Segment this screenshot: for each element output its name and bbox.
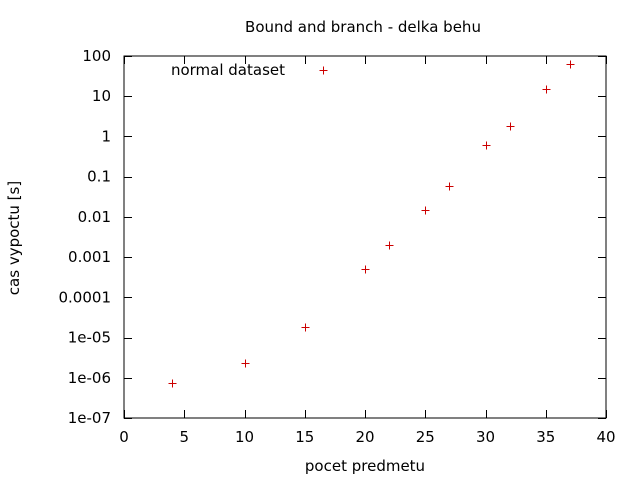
y-tick-label: 0.001 [68, 248, 111, 266]
y-tick-label: 1e-06 [68, 369, 111, 387]
legend-marker [319, 66, 328, 75]
x-axis: 0 5 10 15 20 25 30 35 40 [119, 56, 616, 446]
x-tick-label: 35 [536, 428, 555, 446]
legend-label: normal dataset [171, 61, 285, 79]
data-point [168, 379, 177, 388]
data-point [566, 60, 575, 69]
y-tick-label: 1 [101, 127, 111, 145]
y-tick-label: 100 [82, 47, 111, 65]
legend: normal dataset [171, 61, 328, 79]
data-point [385, 241, 394, 250]
y-tick-label: 1e-07 [68, 409, 111, 427]
y-tick-label: 1e-05 [68, 329, 111, 347]
data-point [506, 122, 515, 131]
data-point [421, 206, 430, 215]
data-point [301, 323, 310, 332]
y-tick-label: 0.1 [87, 168, 111, 186]
data-point [361, 265, 370, 274]
data-points [168, 60, 575, 388]
data-point [445, 182, 454, 191]
y-tick-label: 10 [92, 87, 111, 105]
x-tick-label: 0 [119, 428, 129, 446]
x-axis-label: pocet predmetu [305, 457, 425, 475]
y-tick-label: 0.0001 [59, 288, 112, 306]
x-tick-label: 25 [416, 428, 435, 446]
x-tick-label: 5 [179, 428, 189, 446]
chart-title: Bound and branch - delka behu [245, 18, 481, 36]
x-tick-label: 15 [295, 428, 314, 446]
y-axis-label: cas vypoctu [s] [5, 181, 23, 295]
x-tick-label: 10 [235, 428, 254, 446]
y-axis: 1e-07 1e-06 1e-05 0.0001 0.001 0.01 0.1 1 10 100 [59, 47, 606, 427]
data-point [241, 359, 250, 368]
data-point [542, 85, 551, 94]
y-tick-label: 0.01 [78, 208, 111, 226]
x-tick-label: 20 [355, 428, 374, 446]
x-tick-label: 40 [596, 428, 615, 446]
legend-marker-symbol [319, 66, 328, 75]
x-tick-label: 30 [476, 428, 495, 446]
data-point [482, 141, 491, 150]
